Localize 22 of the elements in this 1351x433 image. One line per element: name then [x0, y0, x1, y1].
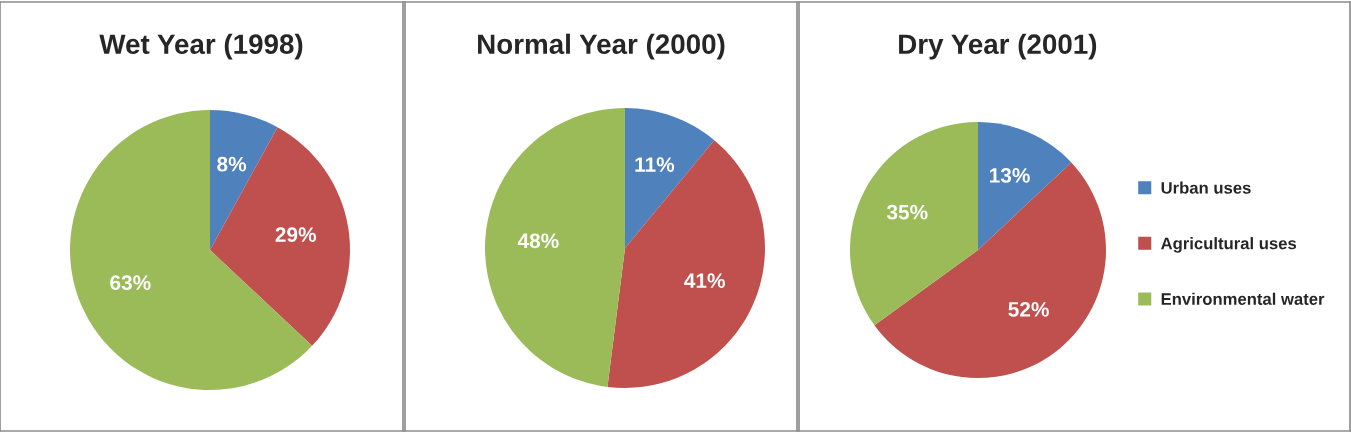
data-label: 52%: [1008, 301, 1049, 317]
legend-label: Environmental water: [1161, 292, 1325, 305]
data-label: 29%: [275, 227, 317, 243]
data-label: 63%: [110, 275, 151, 291]
data-label: 35%: [886, 204, 928, 220]
chart-title: Normal Year (2000): [478, 33, 725, 60]
pie-slice: [210, 127, 350, 346]
chart-title: Wet Year (1998): [99, 33, 303, 60]
data-label: 41%: [684, 273, 725, 289]
pie-slice: [625, 108, 715, 248]
data-label: 13%: [989, 168, 1030, 183]
data-label: 48%: [517, 233, 559, 249]
pie-slice: [978, 122, 1072, 250]
legend-label: Agricultural uses: [1161, 237, 1297, 253]
data-label: 8%: [217, 156, 247, 172]
pie-slice: [850, 122, 978, 326]
pie-slice: [485, 108, 625, 387]
pie-slice: [607, 140, 765, 388]
data-label: 11%: [635, 157, 675, 172]
chart-title: Dry Year (2001): [899, 33, 1097, 60]
pie-slice: [874, 162, 1106, 378]
legend-label: Urban uses: [1161, 181, 1251, 194]
